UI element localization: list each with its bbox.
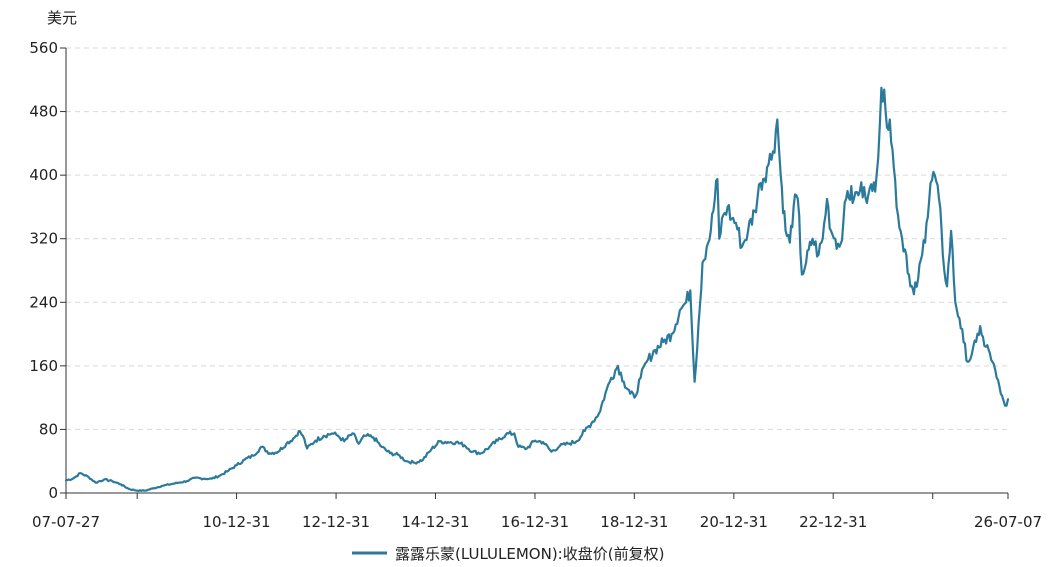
x-tick-label: 26-07-07 xyxy=(974,513,1042,531)
x-tick-label: 07-07-27 xyxy=(32,513,100,531)
axes: 0 80 160 240 320 400 480 560 07-07-27 10-12-31 12-… xyxy=(29,39,1042,531)
legend-label: 露露乐蒙(LULULEMON):收盘价(前复权) xyxy=(395,545,664,563)
x-tick-label: 18-12-31 xyxy=(600,513,668,531)
x-tick-label: 16-12-31 xyxy=(501,513,569,531)
y-tick-label: 80 xyxy=(39,420,58,438)
y-tick-label: 560 xyxy=(29,39,58,57)
legend[interactable]: 露露乐蒙(LULULEMON):收盘价(前复权) xyxy=(352,545,664,563)
y-tick-label: 480 xyxy=(29,103,58,121)
x-tick-label: 12-12-31 xyxy=(302,513,370,531)
y-tick-label: 0 xyxy=(48,484,58,502)
x-tick-label: 20-12-31 xyxy=(700,513,768,531)
y-tick-label: 400 xyxy=(29,166,58,184)
y-tick-label: 160 xyxy=(29,357,58,375)
series-line-lululemon xyxy=(64,86,1010,493)
x-tick-label: 10-12-31 xyxy=(203,513,271,531)
x-tick-label: 14-12-31 xyxy=(401,513,469,531)
x-tick-label: 22-12-31 xyxy=(799,513,867,531)
y-tick-label: 320 xyxy=(29,230,58,248)
y-tick-label: 240 xyxy=(29,293,58,311)
grid-lines xyxy=(66,47,1008,430)
series-lines xyxy=(64,86,1010,493)
y-axis-unit-label: 美元 xyxy=(47,9,77,27)
